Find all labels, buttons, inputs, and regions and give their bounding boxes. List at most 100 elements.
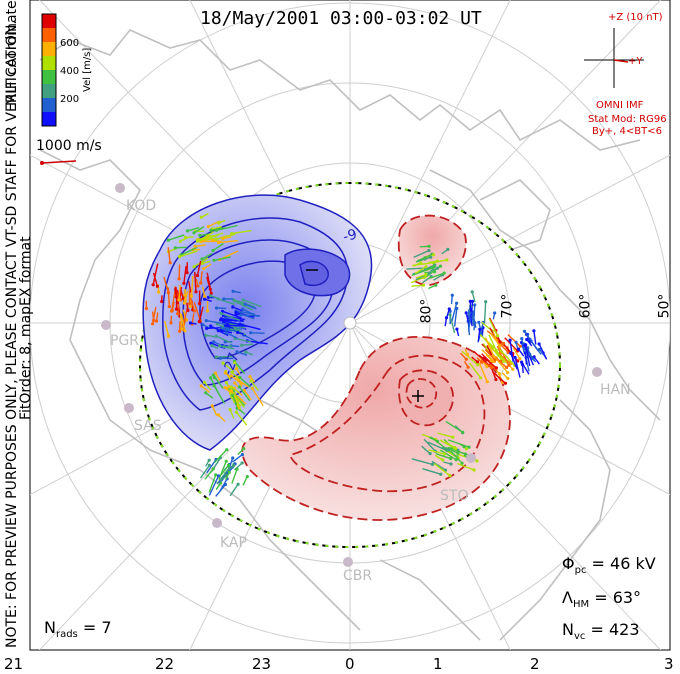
velocity-vector-origin bbox=[239, 313, 243, 317]
positive-cell-dayside bbox=[397, 214, 467, 286]
colorbar-segment bbox=[42, 56, 56, 71]
velocity-vector-origin bbox=[212, 376, 217, 380]
velocity-vector-origin bbox=[470, 290, 474, 294]
velocity-vector-origin bbox=[207, 458, 211, 462]
velocity-vector-origin bbox=[506, 371, 510, 375]
velocity-vector bbox=[232, 454, 243, 463]
station-han: HAN bbox=[600, 382, 631, 398]
velocity-vector-origin bbox=[242, 388, 246, 392]
velocity-vector bbox=[428, 449, 445, 455]
imf-y-label: +Y bbox=[628, 56, 643, 67]
velocity-vector bbox=[220, 312, 241, 321]
velocity-vector bbox=[223, 464, 235, 474]
velocity-vector-origin bbox=[456, 451, 460, 455]
velocity-vector-origin bbox=[219, 328, 223, 333]
velocity-vector-origin bbox=[151, 322, 155, 326]
velocity-vector-origin bbox=[234, 410, 238, 414]
velocity-vector bbox=[229, 409, 235, 419]
velocity-vector bbox=[428, 272, 445, 280]
velocity-vector-origin bbox=[212, 258, 216, 262]
velocity-vector-origin bbox=[485, 380, 489, 384]
velocity-vector bbox=[202, 286, 206, 297]
velocity-vector bbox=[484, 349, 496, 361]
velocity-vector bbox=[179, 250, 198, 258]
velocity-vector-origin bbox=[438, 264, 443, 268]
station-sto: STO bbox=[440, 488, 469, 504]
velocity-vector bbox=[225, 324, 248, 327]
velocity-vector-origin bbox=[175, 312, 180, 316]
velocity-vector bbox=[233, 360, 246, 375]
velocity-vector-origin bbox=[233, 381, 237, 385]
velocity-vector bbox=[217, 298, 236, 306]
velocity-vector-origin bbox=[167, 334, 171, 338]
velocity-vector bbox=[469, 362, 482, 379]
velocity-vector bbox=[232, 306, 243, 312]
velocity-vector bbox=[231, 468, 238, 484]
velocity-vector-origin bbox=[490, 359, 494, 363]
velocity-vector bbox=[163, 276, 170, 293]
velocity-vector bbox=[204, 468, 214, 480]
velocity-vector-origin bbox=[211, 239, 215, 243]
velocity-vector bbox=[445, 420, 464, 433]
velocity-vector-origin bbox=[194, 290, 198, 294]
velocity-vector-origin bbox=[202, 380, 207, 384]
velocity-vector bbox=[190, 276, 194, 297]
colorbar-segment bbox=[42, 84, 56, 99]
velocity-vector bbox=[216, 224, 238, 231]
velocity-vector bbox=[223, 320, 242, 326]
velocity-vector-origin bbox=[518, 344, 522, 348]
velocity-vector bbox=[193, 301, 201, 322]
velocity-vector-origin bbox=[427, 248, 431, 253]
velocity-vector bbox=[240, 314, 261, 317]
velocity-vector bbox=[234, 337, 252, 343]
velocity-vector bbox=[183, 266, 187, 284]
velocity-vector bbox=[490, 333, 501, 347]
velocity-vector-origin bbox=[210, 404, 214, 408]
velocity-vector bbox=[414, 266, 427, 275]
colorbar-tick-200: 200 bbox=[60, 94, 80, 105]
velocity-vector-origin bbox=[168, 261, 172, 265]
stat-model-label: Stat Mod: RG96 bbox=[588, 114, 667, 125]
velocity-vector bbox=[439, 439, 456, 450]
velocity-vector bbox=[230, 386, 241, 394]
velocity-vector-origin bbox=[478, 327, 482, 331]
velocity-vector-origin bbox=[224, 381, 229, 385]
colorbar-label: Vel [m/s] bbox=[82, 47, 93, 92]
velocity-vector bbox=[218, 240, 238, 244]
velocity-vector bbox=[196, 260, 202, 276]
velocity-vector bbox=[152, 272, 159, 287]
velocity-vector-origin bbox=[427, 271, 432, 275]
colorbar-tick-600: 600 bbox=[60, 38, 80, 49]
velocity-vector bbox=[470, 301, 474, 316]
velocity-vector bbox=[178, 285, 181, 301]
velocity-vector-origin bbox=[224, 459, 228, 463]
velocity-vector-origin bbox=[243, 302, 247, 306]
velocity-vector bbox=[222, 310, 242, 319]
velocity-vector-origin bbox=[214, 237, 218, 241]
colorbar-tick-400: 400 bbox=[60, 66, 80, 77]
velocity-vector bbox=[242, 476, 248, 486]
velocity-vector-origin bbox=[451, 435, 455, 439]
velocity-vector-origin bbox=[518, 357, 522, 361]
velocity-vector-origin bbox=[431, 253, 436, 257]
velocity-vector bbox=[208, 474, 217, 493]
map-title: 18/May/2001 03:00-03:02 UT bbox=[200, 8, 482, 29]
velocity-vector bbox=[416, 256, 431, 263]
velocity-vector-origin bbox=[427, 244, 431, 248]
velocity-vector bbox=[199, 233, 211, 237]
velocity-vector bbox=[213, 449, 228, 463]
velocity-vector-origin bbox=[455, 327, 459, 331]
velocity-vector-origin bbox=[211, 467, 215, 471]
velocity-vector bbox=[250, 332, 265, 334]
velocity-vector bbox=[477, 329, 481, 342]
velocity-vector bbox=[450, 450, 463, 464]
velocity-vector-origin bbox=[216, 474, 221, 478]
velocity-vector-origin bbox=[501, 359, 505, 364]
velocity-vector-origin bbox=[166, 238, 170, 242]
velocity-vector-origin bbox=[473, 303, 477, 307]
velocity-vector bbox=[239, 376, 251, 388]
velocity-vector bbox=[151, 306, 157, 324]
velocity-vector-origin bbox=[183, 298, 187, 303]
velocity-vector-origin bbox=[468, 299, 472, 303]
velocity-vector-origin bbox=[232, 299, 236, 303]
